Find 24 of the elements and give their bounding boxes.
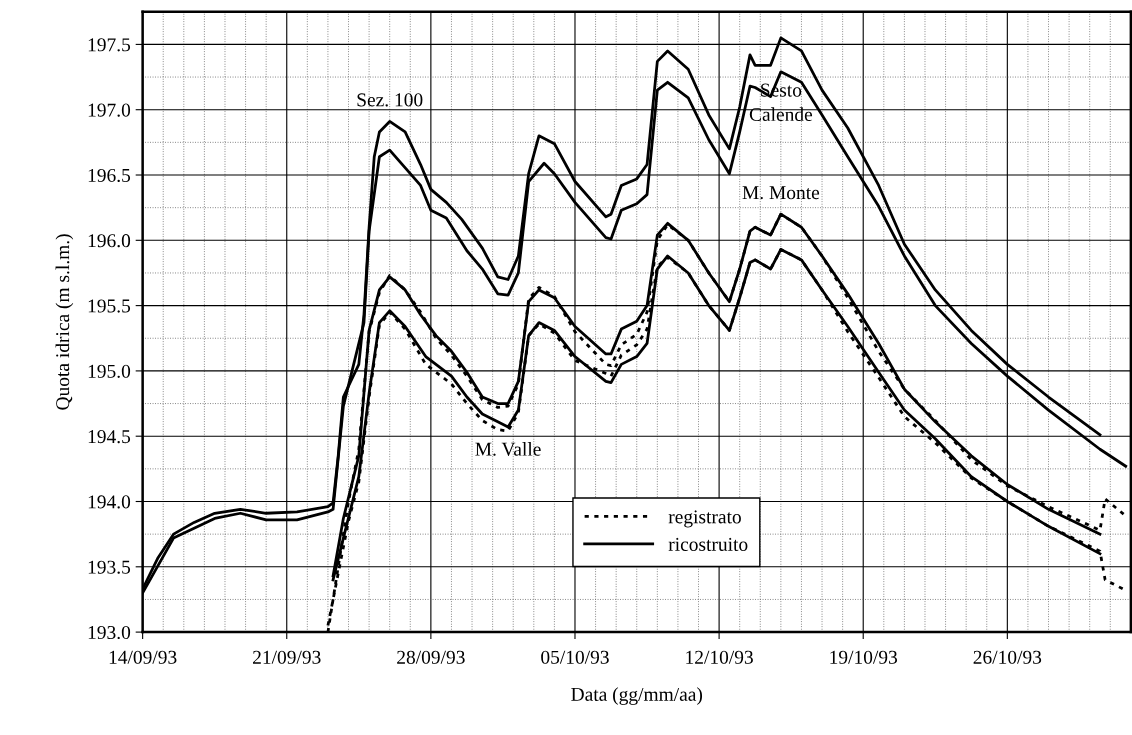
y-tick-label: 194.5 [88,430,131,444]
annotation: M. Valle [475,442,541,456]
annotation: Sez. 100 [357,93,423,107]
legend-label: registrato [668,510,741,528]
y-tick-label: 193.0 [88,625,131,640]
annotation: M. Monte [742,186,820,200]
y-tick-label: 196.0 [88,234,131,248]
x-tick-label: 14/09/93 [109,650,177,664]
x-tick-label: 28/09/93 [397,650,465,664]
y-tick-label: 195.5 [88,299,131,313]
x-tick-label: 26/10/93 [973,650,1042,664]
x-tick-label: 19/10/93 [830,650,898,664]
y-axis-title: Quota idrica (m s.l.m.) [55,234,74,410]
x-axis-title: Data (gg/mm/aa) [571,687,703,705]
x-tick-label: 12/10/93 [686,650,753,664]
y-tick-label: 193.5 [88,560,131,574]
y-tick-label: 194.0 [88,495,131,509]
x-tick-label: 21/09/93 [253,650,321,664]
y-tick-label: 196.5 [88,168,131,183]
legend-label: ricostruito [668,537,748,551]
y-tick-label: 197.0 [88,103,131,117]
x-tick-label: 05/10/93 [541,650,609,664]
y-tick-label: 197.5 [88,38,131,52]
y-tick-label: 195.0 [88,364,131,378]
